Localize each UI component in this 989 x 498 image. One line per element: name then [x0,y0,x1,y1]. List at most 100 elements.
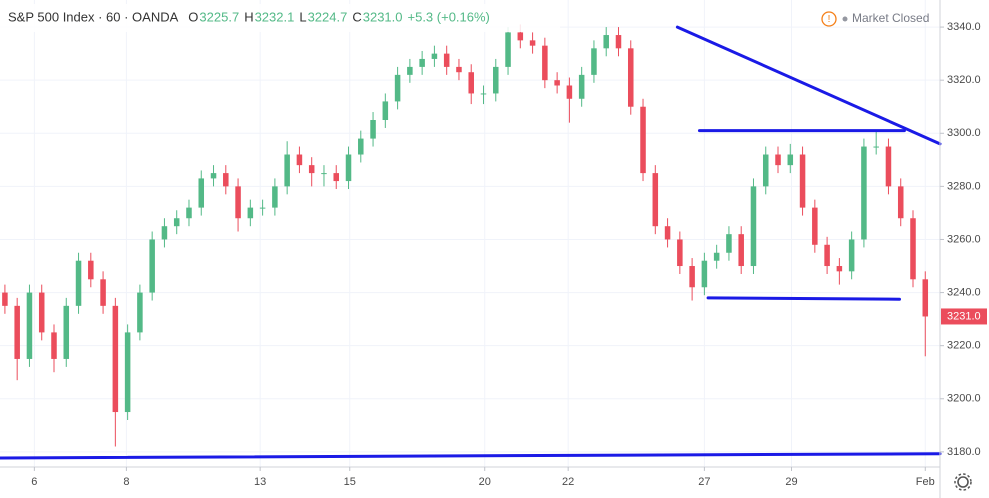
last-price-badge [941,308,987,325]
y-tick-label: 3280.0 [947,180,981,192]
ohlc-value: 3225.7 [199,9,239,24]
candle-body [566,85,573,99]
candle-body [173,218,180,227]
y-tick-label: 3340.0 [947,21,981,33]
warning-icon [821,11,837,27]
x-tick-label: 6 [31,476,37,488]
settings-gear[interactable] [957,476,969,488]
candle-body [161,226,168,240]
candle-body [480,93,487,95]
candle-body [750,186,757,267]
x-tick-label: Feb [916,476,935,488]
x-tick-label: 15 [344,476,356,488]
candle-body [247,207,254,219]
candle-body [836,266,843,272]
candle-body [456,66,462,73]
candle-body [272,186,278,208]
candle-body [848,239,855,272]
y-tick-label: 3320.0 [947,74,981,86]
candle-body [713,252,720,261]
candle-body [664,226,671,240]
candle-body [578,74,585,99]
ohlc-label: O [188,9,198,24]
candle-body [358,138,364,155]
x-tick-label: 8 [123,476,129,488]
candle-body [51,332,57,359]
axes: 3180.0 3200.0 3220.0 3240.0 3260.0 3280.0 3300… [31,21,987,488]
ohlc-value: 3232.1 [255,9,295,24]
y-tick-label: 3300.0 [947,127,981,139]
trend-line [675,25,942,146]
settings-teeth[interactable] [954,473,972,491]
y-tick-label: 3240.0 [947,286,981,298]
candle-body [762,154,769,187]
header-bg [0,4,560,32]
ohlc-value: 3224.7 [308,9,348,24]
candle-body [419,58,425,67]
candle-body [554,80,560,86]
candle-body [615,35,622,49]
candles [2,24,929,447]
candle-body [922,279,929,317]
trend-line [706,296,902,301]
candle-body [824,244,830,267]
candle-body [505,32,511,67]
candle-body [198,178,205,208]
candle-body [112,305,119,413]
candle-body [640,106,646,174]
candle-body [603,35,609,49]
candle-body [775,154,781,166]
symbol-title: S&P 500 Index · 60 · OANDA [8,9,179,24]
x-tick-label: 29 [785,476,797,488]
candle-body [799,154,806,208]
candle-body [738,234,744,267]
candle-body [910,218,916,280]
candle-body [517,32,524,41]
ohlc-label: C [352,9,361,24]
candle-body [443,53,450,67]
candle-body [370,120,376,139]
y-tick-label: 3200.0 [947,393,981,405]
candle-body [726,234,732,253]
candle-body [308,165,315,174]
candle-body [210,173,217,179]
candle-body [14,305,20,359]
trend-line [0,452,942,460]
drawings [0,25,942,460]
candle-body [591,48,597,75]
candle-body [787,154,794,166]
candle-body [2,292,8,306]
candle-body [235,186,241,219]
candle-body [407,66,413,75]
candle-body [63,305,70,359]
candle-body [100,279,106,306]
last-price-label: 3231.0 [947,310,981,322]
status-dot [842,16,848,22]
price-change: +5.3 (+0.16%) [408,9,490,24]
candle-body [382,101,389,121]
candle-body [284,154,290,187]
y-tick-label: 3220.0 [947,340,981,352]
settings-icon[interactable] [954,473,972,491]
y-tick-label: 3180.0 [947,446,981,458]
candle-body [652,173,659,227]
candle-body [223,173,229,187]
x-tick-label: 20 [479,476,491,488]
candle-body [431,53,438,59]
candle-body [468,72,474,94]
candle-body [689,266,695,288]
warning-mark: ! [828,14,831,25]
candle-body [677,239,683,267]
ohlc-label: H [244,9,253,24]
candle-body [259,207,266,209]
candle-body [861,146,867,240]
candle-body [186,207,192,219]
candle-body [529,40,536,46]
status-text: Market Closed [852,11,929,25]
candle-body [124,332,131,413]
ohlc-label: L [299,9,306,24]
candle-body [542,45,548,81]
candle-body [345,154,352,182]
candle-body [88,260,94,280]
